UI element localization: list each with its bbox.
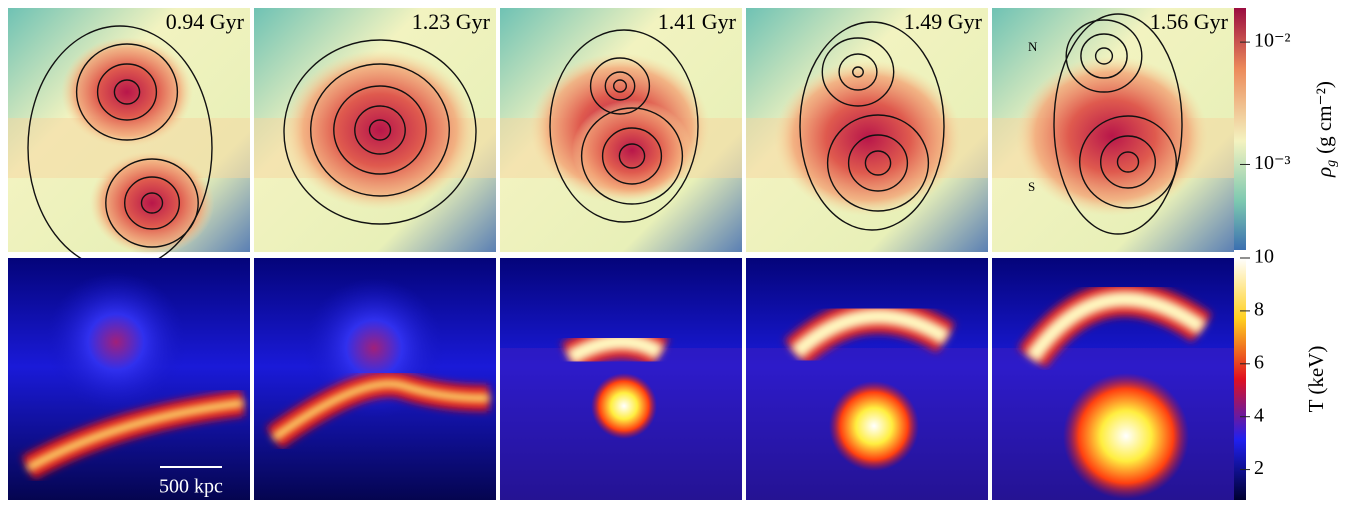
density-panel: 1.49 Gyr <box>746 8 988 252</box>
density-colorbar <box>1234 8 1246 250</box>
colorbar-tick-label: 4 <box>1254 404 1264 426</box>
colorbar-tick-label: 10⁻² <box>1254 30 1291 52</box>
temperature-panel <box>992 258 1234 500</box>
gas-blob <box>90 151 215 255</box>
time-label: 1.56 Gyr <box>1150 9 1229 34</box>
south-label: S <box>1028 179 1035 194</box>
time-label: 1.23 Gyr <box>412 9 491 34</box>
gas-blob <box>284 50 476 210</box>
colorbar-tick-label: 10 <box>1254 246 1274 268</box>
time-label: 1.41 Gyr <box>658 9 737 34</box>
gas-blob <box>1016 56 1208 216</box>
temperature-colorbar-label: T (keV) <box>1304 346 1328 413</box>
density-panel: 0.94 Gyr <box>8 8 250 270</box>
density-panel: 1.41 Gyr <box>500 8 742 252</box>
temperature-panel <box>500 258 742 500</box>
hot-core <box>591 373 657 439</box>
cluster-glow <box>46 272 186 412</box>
colorbar-tick-label: 10⁻³ <box>1254 152 1291 174</box>
gas-blob <box>774 60 961 216</box>
gas-blob <box>572 100 692 200</box>
hot-core <box>829 381 919 471</box>
time-label: 1.49 Gyr <box>904 9 983 34</box>
panels: 0.94 Gyr 1.23 Gyr 1.41 Gyr 1.49 Gyr 1.56 Gyr <box>8 8 1234 500</box>
temperature-panel <box>8 258 250 500</box>
temperature-panel <box>746 258 988 500</box>
density-panel: 1.23 Gyr <box>254 8 496 252</box>
north-label: N <box>1028 39 1038 54</box>
colorbar-tick-label: 8 <box>1254 298 1264 320</box>
temperature-panel <box>254 258 496 500</box>
temperature-colorbar <box>1234 258 1246 500</box>
time-label: 0.94 Gyr <box>166 9 245 34</box>
colorbar-tick-label: 6 <box>1254 351 1264 373</box>
colorbar-tick-label: 2 <box>1254 457 1264 479</box>
figure: 0.94 Gyr 1.23 Gyr 1.41 Gyr 1.49 Gyr 1.56 Gyr… <box>0 0 1352 505</box>
scale-bar-label: 500 kpc <box>159 476 223 498</box>
density-colorbar-label: ρg(g cm⁻²) <box>1312 81 1339 178</box>
gas-blob <box>61 37 193 147</box>
hot-core <box>1063 373 1189 499</box>
